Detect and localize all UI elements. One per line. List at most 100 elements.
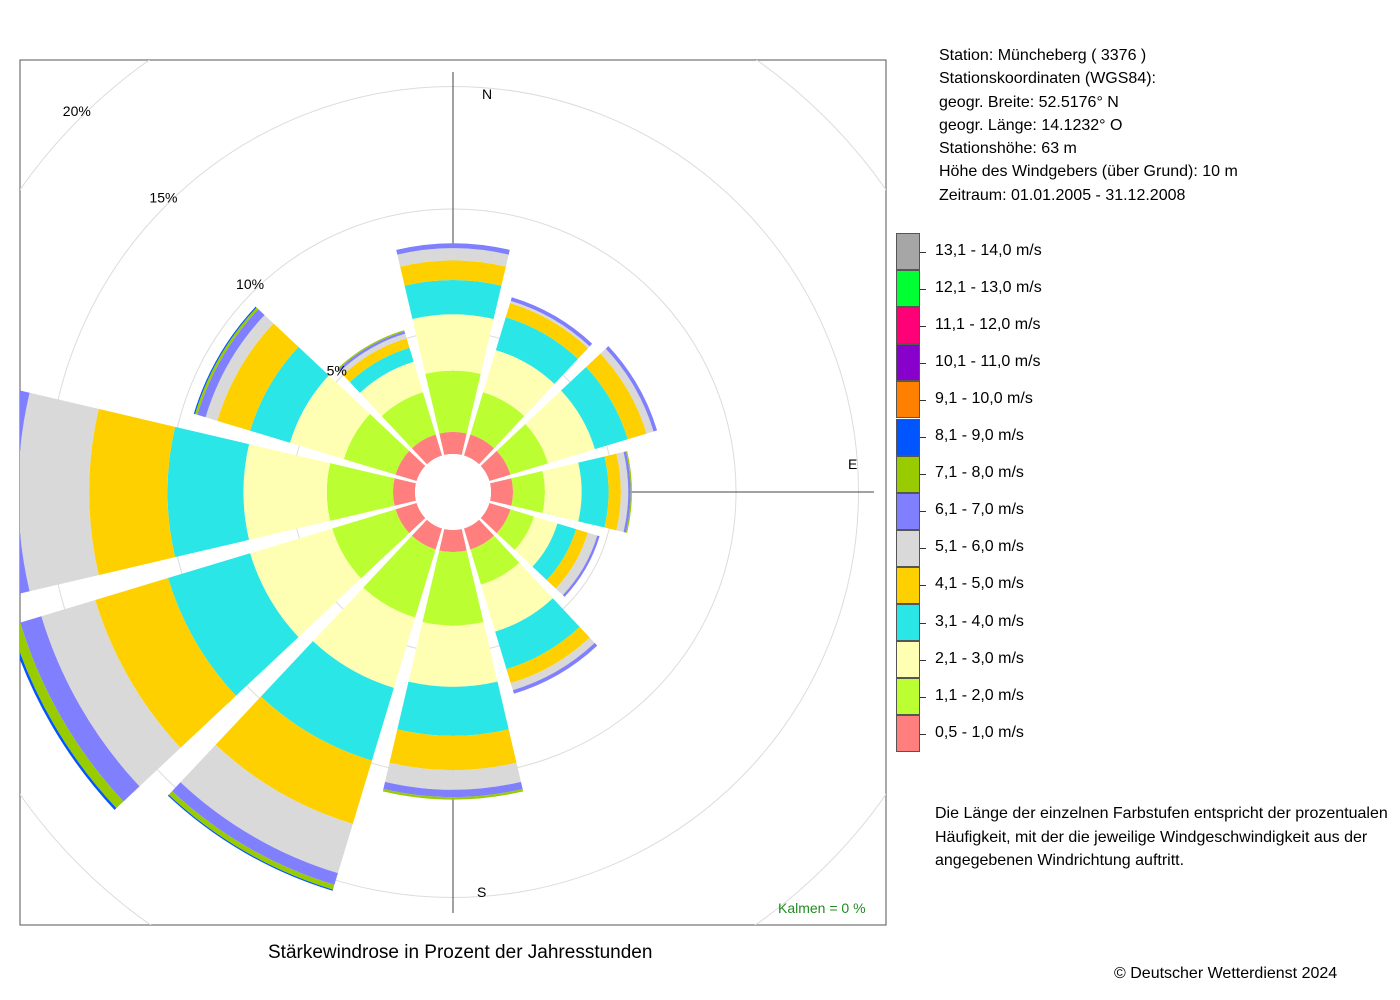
rose-segment-60°-4,1 - 5,0 m/s	[586, 353, 647, 440]
legend-swatch	[896, 604, 920, 642]
rose-segment-210°-0,5 - 1,0 m/s	[411, 519, 443, 550]
rose-segment-W-7,1 - 8,0 m/s	[0, 384, 3, 599]
rose-segment-W-6,1 - 7,0 m/s	[20, 390, 30, 594]
rose-segment-S-0,5 - 1,0 m/s	[439, 528, 467, 553]
rose-segment-330°-6,1 - 7,0 m/s	[338, 331, 406, 372]
legend-swatch	[896, 678, 920, 716]
rose-segment-E-0,5 - 1,0 m/s	[489, 478, 514, 506]
legend-tick	[920, 288, 926, 290]
legend-swatch	[896, 418, 920, 456]
rose-segment-N-6,1 - 7,0 m/s	[396, 243, 510, 255]
rose-segment-30°-3,1 - 4,0 m/s	[495, 317, 578, 384]
legend-label: 2,1 - 3,0 m/s	[935, 649, 1024, 667]
legend-tick	[920, 399, 926, 401]
rose-segment-210°-6,1 - 7,0 m/s	[172, 782, 338, 885]
legend-tick	[920, 474, 926, 476]
rose-segment-N-4,1 - 5,0 m/s	[400, 260, 506, 286]
rose-segment-N-2,1 - 3,0 m/s	[412, 314, 494, 374]
legend-label: 13,1 - 14,0 m/s	[935, 241, 1042, 259]
legend-swatch	[896, 381, 920, 419]
rose-segment-S-6,1 - 7,0 m/s	[383, 781, 523, 798]
rose-segment-S-3,1 - 4,0 m/s	[397, 681, 509, 736]
legend-label: 8,1 - 9,0 m/s	[935, 427, 1024, 445]
rose-segment-150°-2,1 - 3,0 m/s	[480, 562, 553, 632]
rose-segment-E-4,1 - 5,0 m/s	[604, 453, 621, 531]
station-latitude: geogr. Breite: 52.5176° N	[939, 93, 1119, 111]
legend-swatch	[896, 233, 920, 271]
legend-tick	[920, 585, 926, 587]
rose-segment-300°-1,1 - 2,0 m/s	[343, 413, 410, 475]
compass-label-e: E	[848, 456, 857, 472]
legend-label: 5,1 - 6,0 m/s	[935, 538, 1024, 556]
legend-label: 4,1 - 5,0 m/s	[935, 575, 1024, 593]
legend-label: 12,1 - 13,0 m/s	[935, 278, 1042, 296]
legend-label: 7,1 - 8,0 m/s	[935, 464, 1024, 482]
rose-segment-W-0,5 - 1,0 m/s	[392, 478, 417, 506]
rose-segment-120°-5,1 - 6,0 m/s	[555, 532, 598, 596]
rose-segment-E-7,1 - 8,0 m/s	[625, 451, 632, 533]
rose-segment-N-0,5 - 1,0 m/s	[439, 431, 467, 456]
legend-tick	[920, 437, 926, 439]
rose-segment-120°-6,1 - 7,0 m/s	[562, 535, 600, 597]
rose-segment-60°-3,1 - 4,0 m/s	[561, 367, 628, 450]
rose-segment-300°-6,1 - 7,0 m/s	[197, 309, 265, 418]
station-elevation: Stationshöhe: 63 m	[939, 140, 1077, 158]
rose-segment-150°-6,1 - 7,0 m/s	[512, 642, 598, 694]
rose-segment-E-6,1 - 7,0 m/s	[623, 451, 631, 533]
legend-label: 0,5 - 1,0 m/s	[935, 723, 1024, 741]
rose-segment-330°-1,1 - 2,0 m/s	[381, 392, 436, 449]
radial-tick-label: 20%	[63, 103, 91, 119]
legend-tick	[920, 733, 926, 735]
rose-segment-30°-2,1 - 3,0 m/s	[483, 350, 555, 417]
rose-segment-330°-4,1 - 5,0 m/s	[343, 338, 410, 383]
rose-segment-60°-6,1 - 7,0 m/s	[605, 346, 658, 432]
legend-tick	[920, 548, 926, 550]
center-hole	[415, 454, 491, 530]
rose-segment-300°-3,1 - 4,0 m/s	[250, 346, 329, 443]
legend-tick	[920, 362, 926, 364]
rose-segment-W-1,1 - 2,0 m/s	[326, 463, 395, 521]
rose-segment-210°-5,1 - 6,0 m/s	[180, 744, 353, 874]
rose-segment-W-5,1 - 6,0 m/s	[20, 392, 99, 592]
station-coords-heading: Stationskoordinaten (WGS84):	[939, 70, 1156, 88]
rose-segment-60°-1,1 - 2,0 m/s	[496, 424, 549, 475]
legend-label: 11,1 - 12,0 m/s	[935, 315, 1041, 333]
compass-label-n: N	[482, 86, 492, 102]
explanation-note: Die Länge der einzelnen Farbstufen entsp…	[935, 805, 1388, 869]
legend-tick	[920, 696, 926, 698]
rose-segment-W-4,1 - 5,0 m/s	[89, 408, 176, 576]
rose-segment-30°-4,1 - 5,0 m/s	[505, 303, 589, 359]
rose-segment-S-7,1 - 8,0 m/s	[382, 788, 524, 800]
legend-swatch	[896, 641, 920, 679]
rose-segment-S-4,1 - 5,0 m/s	[389, 729, 517, 771]
rose-segment-30°-5,1 - 6,0 m/s	[510, 300, 590, 349]
rose-segment-E-5,1 - 6,0 m/s	[616, 451, 629, 533]
rose-segment-W-3,1 - 4,0 m/s	[167, 426, 250, 558]
rose-segment-30°-1,1 - 2,0 m/s	[470, 392, 525, 449]
legend-label: 10,1 - 11,0 m/s	[935, 352, 1041, 370]
legend-label: 9,1 - 10,0 m/s	[935, 389, 1033, 407]
station-info: Station: Müncheberg ( 3376 ) Stationskoo…	[939, 44, 1238, 207]
radial-tick-label: 10%	[236, 276, 264, 292]
rose-segment-60°-2,1 - 3,0 m/s	[525, 390, 595, 464]
legend-tick	[920, 325, 926, 327]
radial-tick-label: 5%	[327, 363, 347, 379]
rose-segment-330°-3,1 - 4,0 m/s	[349, 347, 414, 393]
rose-segment-N-5,1 - 6,0 m/s	[397, 248, 509, 267]
rose-segment-300°-4,1 - 5,0 m/s	[217, 323, 299, 431]
rose-segment-150°-3,1 - 4,0 m/s	[495, 598, 580, 670]
rose-segment-N-3,1 - 4,0 m/s	[404, 280, 502, 320]
rose-segment-240°-0,5 - 1,0 m/s	[395, 502, 426, 534]
rose-segment-210°-1,1 - 2,0 m/s	[363, 535, 436, 618]
rose-segment-S-1,1 - 2,0 m/s	[422, 550, 484, 626]
rose-segment-120°-4,1 - 5,0 m/s	[546, 529, 588, 589]
rose-segment-120°-2,1 - 3,0 m/s	[514, 516, 558, 567]
rose-segment-330°-0,5 - 1,0 m/s	[411, 434, 443, 465]
rose-segment-300°-5,1 - 6,0 m/s	[205, 315, 274, 421]
legend-label: 1,1 - 2,0 m/s	[935, 686, 1024, 704]
rose-segment-E-2,1 - 3,0 m/s	[542, 462, 582, 522]
compass-label-s: S	[477, 884, 486, 900]
legend-tick	[920, 511, 926, 513]
calm-label: Kalmen = 0 %	[778, 900, 866, 916]
